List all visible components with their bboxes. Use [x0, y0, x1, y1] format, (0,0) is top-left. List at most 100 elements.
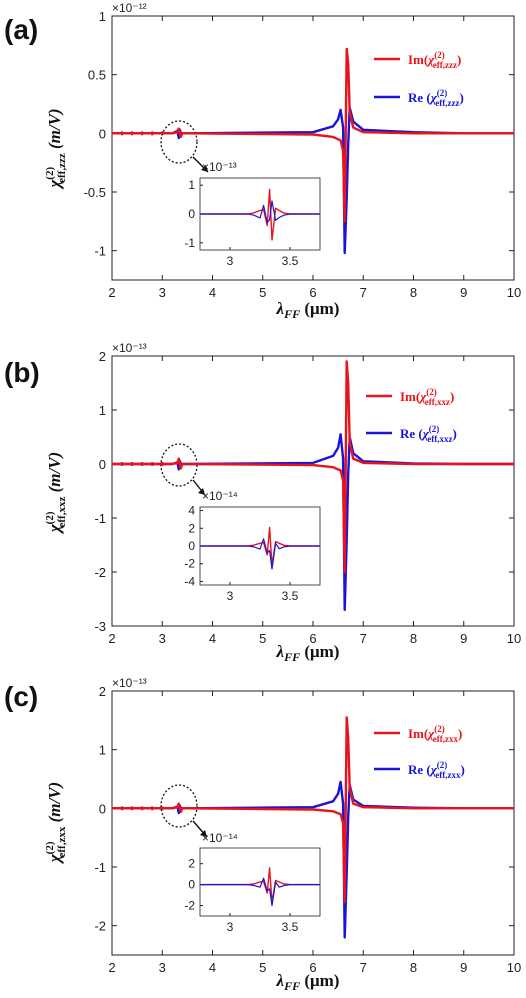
inset-series-re	[200, 877, 320, 907]
inset-exponent-label: ×10⁻¹³	[202, 160, 237, 174]
x-tick-label: 8	[410, 631, 417, 646]
y-tick-label: -0.5	[84, 185, 106, 200]
y-tick-label: -1	[94, 511, 106, 526]
x-tick-label: 4	[209, 960, 216, 975]
zoom-arrowhead	[198, 488, 205, 495]
y-axis-label: χ(2)eff,zzz (m/V)	[44, 108, 68, 189]
x-tick-label: 10	[507, 285, 521, 300]
y-tick-label: 0	[99, 801, 106, 816]
inset-y-tick-label: -2	[184, 899, 195, 913]
inset-y-tick-label: 2	[188, 857, 195, 871]
inset-y-tick-label: 1	[188, 178, 195, 192]
x-tick-label: 4	[209, 285, 216, 300]
x-tick-label: 7	[360, 631, 367, 646]
inset-y-tick-label: 0	[188, 539, 195, 553]
x-tick-label: 9	[460, 285, 467, 300]
x-tick-label: 6	[309, 631, 316, 646]
inset-x-tick-label: 3	[227, 920, 234, 934]
chart-panel-c: 2 3 4 5 6 7 8 9 10 -2 -1 0 1 2 ×10⁻¹³ Im(χ(2) eff,zxx) Re…	[44, 676, 521, 993]
y-axis-label: χ(2)eff,xxz (m/V)	[44, 452, 68, 534]
y-tick-label: -2	[94, 565, 106, 580]
x-tick-label: 7	[360, 960, 367, 975]
x-tick-label: 6	[309, 285, 316, 300]
x-axis-label: λFF (μm)	[276, 642, 340, 664]
x-tick-label: 7	[360, 285, 367, 300]
x-tick-label: 6	[309, 960, 316, 975]
y-tick-label: 2	[99, 349, 106, 364]
y-tick-label: 0.5	[88, 68, 106, 83]
zoom-arrowhead	[201, 165, 208, 172]
y-axis-label: χ(2)eff,zxx (m/V)	[44, 782, 68, 864]
y-tick-label: 1	[99, 403, 106, 418]
y-tick-label: -1	[94, 244, 106, 259]
inset-y-tick-label: 0	[188, 207, 195, 221]
x-tick-label: 9	[460, 631, 467, 646]
x-tick-label: 8	[410, 960, 417, 975]
inset-series-re	[200, 538, 320, 570]
inset-y-tick-label: 0	[188, 878, 195, 892]
series-line-im	[112, 47, 514, 223]
x-tick-label: 5	[259, 631, 266, 646]
y-tick-label: -3	[94, 619, 106, 634]
x-tick-label: 5	[259, 285, 266, 300]
exponent-label: ×10⁻¹²	[112, 1, 147, 15]
x-tick-label: 10	[507, 960, 521, 975]
x-tick-label: 2	[108, 285, 115, 300]
inset-series-im	[200, 188, 320, 241]
panel-tag-b: (b)	[4, 357, 40, 388]
zoom-circle	[160, 784, 198, 828]
inset-x-tick-label: 3.5	[282, 254, 299, 268]
inset-panel: 3 3.5 -2 0 2 ×10⁻¹⁴	[184, 831, 321, 934]
legend-label: Re (χ(2) eff,zxx)	[408, 760, 465, 780]
inset-x-tick-label: 3	[227, 589, 234, 603]
inset-exponent-label: ×10⁻¹⁴	[202, 489, 238, 503]
inset-series-im	[200, 526, 320, 567]
exponent-label: ×10⁻¹³	[112, 341, 147, 355]
x-tick-label: 4	[209, 631, 216, 646]
panel-tag-c: (c)	[4, 681, 39, 712]
exponent-label: ×10⁻¹³	[112, 676, 147, 690]
inset-x-tick-label: 3.5	[282, 920, 299, 934]
legend-label: Im(χ(2) eff,zxx)	[408, 724, 462, 744]
inset-exponent-label: ×10⁻¹⁴	[202, 831, 238, 845]
inset-series-re	[200, 200, 320, 224]
x-tick-label: 3	[159, 631, 166, 646]
inset-y-tick-label: -2	[184, 557, 195, 571]
y-tick-label: 0	[99, 126, 106, 141]
series-line-im	[112, 360, 514, 574]
x-axis-label: λFF (μm)	[276, 971, 340, 993]
inset-y-tick-label: -1	[184, 236, 195, 250]
zoom-arrowhead	[200, 830, 207, 837]
y-tick-label: 2	[99, 684, 106, 699]
y-tick-label: -2	[94, 919, 106, 934]
x-tick-label: 2	[108, 960, 115, 975]
x-tick-label: 10	[507, 631, 521, 646]
y-tick-label: -1	[94, 860, 106, 875]
x-tick-label: 5	[259, 960, 266, 975]
inset-x-tick-label: 3	[227, 254, 234, 268]
y-tick-label: 1	[99, 9, 106, 24]
legend-label: Im(χ(2) eff,xxz)	[400, 387, 454, 407]
x-tick-label: 8	[410, 285, 417, 300]
panel-tag-a: (a)	[4, 14, 39, 45]
inset-series-im	[200, 867, 320, 904]
inset-panel: 3 3.5 -4 -2 0 2 4 ×10⁻¹⁴	[184, 489, 321, 603]
legend-label: Re (χ(2) eff,zzz)	[408, 88, 464, 108]
legend-label: Re (χ(2) eff,xxz)	[400, 424, 457, 444]
x-tick-label: 2	[108, 631, 115, 646]
chart-panel-b: 2 3 4 5 6 7 8 9 10 -3 -2 -1 0 1 2 ×10⁻¹³ Im(χ(2) eff,xxz)…	[44, 341, 521, 664]
zoom-circle	[160, 120, 198, 164]
inset-y-tick-label: 2	[188, 521, 195, 535]
x-axis-label: λFF (μm)	[276, 299, 340, 321]
x-tick-label: 9	[460, 960, 467, 975]
inset-x-tick-label: 3.5	[282, 589, 299, 603]
x-tick-label: 3	[159, 960, 166, 975]
legend-label: Im(χ(2) eff,zzz)	[408, 50, 461, 70]
y-tick-label: 1	[99, 743, 106, 758]
series-line-im	[112, 716, 514, 904]
inset-y-tick-label: 4	[188, 504, 195, 518]
y-tick-label: 0	[99, 457, 106, 472]
inset-y-tick-label: -4	[184, 574, 195, 588]
